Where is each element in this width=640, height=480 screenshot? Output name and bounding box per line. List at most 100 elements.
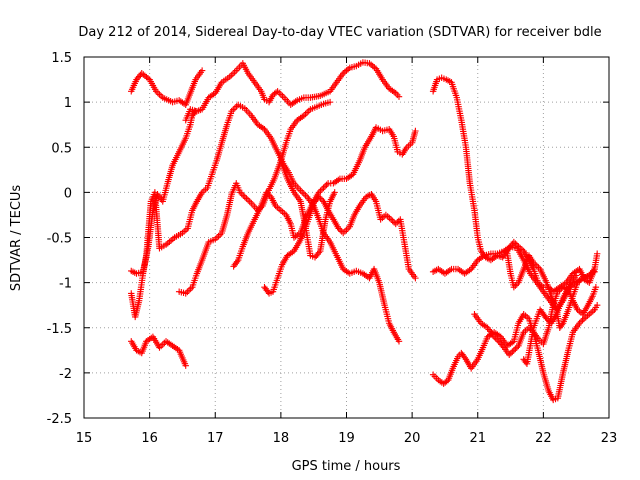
data-point (509, 348, 516, 356)
series-s2 (182, 59, 403, 124)
data-point (326, 98, 334, 106)
data-point (321, 183, 329, 190)
data-point (494, 336, 501, 343)
x-tick-label: 19 (338, 431, 355, 446)
y-tick-label: 0 (64, 186, 72, 201)
grid (84, 57, 609, 418)
data-point (228, 72, 235, 79)
data-point (389, 217, 396, 225)
y-tick-label: -2 (59, 367, 72, 382)
x-tick-label: 18 (273, 431, 290, 446)
data-point (572, 272, 580, 279)
data-point (317, 187, 324, 195)
data-point (318, 196, 326, 204)
data-point (317, 195, 324, 202)
data-point (240, 192, 247, 199)
x-tick-label: 16 (141, 431, 158, 446)
data-point (182, 362, 189, 369)
data-point (512, 345, 519, 353)
series-s15 (520, 272, 580, 368)
data-point (412, 127, 419, 135)
y-tick-label: 0.5 (51, 141, 72, 156)
x-tick-label: 23 (601, 431, 618, 446)
data-point (593, 250, 601, 257)
data-point (593, 301, 601, 309)
x-tick-label: 21 (469, 431, 486, 446)
series-s7 (261, 190, 419, 297)
data-point (320, 184, 327, 192)
data-point (264, 190, 272, 198)
data-point (302, 192, 309, 199)
data-point (331, 189, 338, 196)
data-point (510, 347, 518, 354)
series-s14 (504, 250, 598, 331)
data-point (266, 192, 273, 199)
data-point (387, 216, 395, 223)
data-point (544, 317, 552, 324)
y-tick-label: 1.5 (51, 51, 72, 66)
data-point (144, 75, 152, 82)
data-point (300, 190, 308, 197)
series-s4 (128, 101, 403, 345)
data-point (241, 193, 248, 201)
data-point (229, 70, 237, 77)
data-point (318, 186, 326, 193)
data-point (238, 190, 245, 198)
axis-ticks: 15 16 17 18 19 20 21 22 23 1.5 1 0.5 0 -0.5 -1 -1.5 -2 -2… (47, 51, 618, 446)
data-point (394, 219, 401, 226)
y-tick-label: -1 (59, 277, 72, 292)
data-point (490, 333, 498, 340)
data-point (185, 287, 193, 294)
data-point (510, 238, 518, 246)
data-point (263, 189, 270, 196)
data-point (335, 225, 342, 232)
data-point (461, 354, 468, 361)
data-point (243, 195, 250, 202)
data-point (513, 344, 521, 351)
data-point (323, 181, 330, 189)
data-point (336, 226, 344, 234)
data-point (392, 220, 399, 228)
x-axis-label: GPS time / hours (292, 459, 401, 474)
series-s10 (429, 74, 598, 295)
data-point (395, 338, 403, 345)
data-point (499, 342, 506, 350)
data-point (231, 68, 238, 76)
data-point (315, 249, 323, 256)
data-point (592, 283, 600, 291)
data-point (558, 321, 566, 328)
series-s9 (128, 333, 189, 369)
data-point (340, 229, 347, 237)
data-marks (128, 59, 601, 404)
y-tick-label: -0.5 (47, 232, 72, 247)
data-point (579, 317, 586, 324)
data-point (236, 189, 244, 196)
series-s6 (230, 124, 419, 270)
data-point (576, 320, 583, 327)
data-point (215, 232, 222, 240)
y-tick-label: -2.5 (47, 412, 72, 427)
data-point (510, 283, 518, 291)
y-axis-label: SDTVAR / TECUs (9, 185, 24, 292)
data-point (591, 268, 598, 275)
data-point (577, 318, 585, 325)
data-point (315, 193, 323, 201)
chart-title: Day 212 of 2014, Sidereal Day-to-day VTE… (78, 25, 601, 40)
series-s1 (128, 67, 206, 109)
x-tick-label: 15 (76, 431, 93, 446)
data-point (412, 274, 419, 282)
series-s8 (277, 157, 338, 261)
data-point (513, 280, 521, 288)
series-s12 (429, 301, 601, 404)
x-tick-label: 17 (207, 431, 224, 446)
x-tick-label: 22 (535, 431, 552, 446)
x-tick-label: 20 (404, 431, 421, 446)
data-point (156, 91, 163, 98)
data-point (244, 196, 252, 204)
data-point (512, 282, 519, 289)
data-point (543, 315, 550, 322)
data-point (299, 188, 306, 196)
plot-frame (83, 56, 610, 419)
data-point (343, 226, 350, 234)
